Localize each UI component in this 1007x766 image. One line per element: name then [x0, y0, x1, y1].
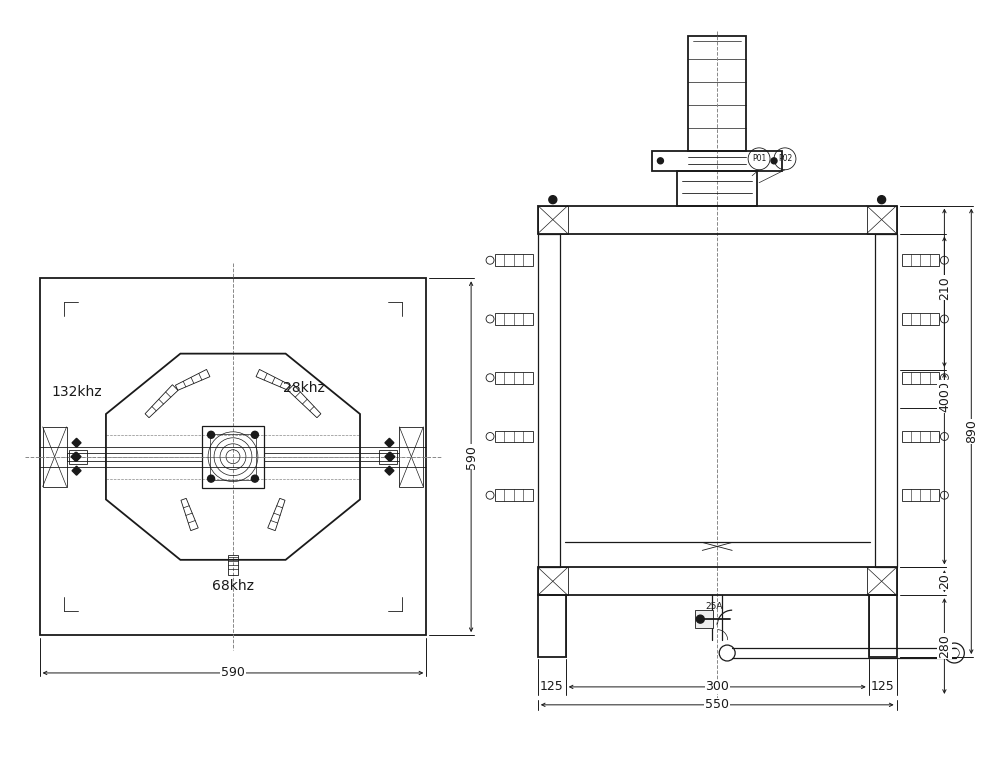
Bar — [495, 430, 533, 443]
Bar — [875, 234, 896, 568]
Bar — [678, 171, 757, 205]
Text: 125: 125 — [540, 680, 564, 693]
Text: 550: 550 — [705, 699, 729, 712]
Polygon shape — [385, 438, 394, 447]
Bar — [538, 595, 566, 657]
Text: 20: 20 — [938, 573, 951, 589]
Circle shape — [549, 195, 557, 204]
Bar — [695, 611, 713, 628]
Circle shape — [878, 195, 885, 204]
Text: 25A: 25A — [705, 601, 723, 611]
Text: 300: 300 — [705, 680, 729, 693]
Bar — [901, 313, 940, 325]
Text: 890: 890 — [965, 420, 978, 444]
Bar — [901, 489, 940, 501]
Polygon shape — [386, 452, 395, 461]
Text: 590: 590 — [464, 445, 477, 469]
Bar — [380, 450, 398, 463]
Circle shape — [696, 615, 704, 623]
Polygon shape — [73, 438, 81, 447]
Bar — [689, 36, 746, 151]
Circle shape — [207, 431, 214, 438]
Bar — [39, 278, 426, 635]
Text: 280: 280 — [938, 634, 951, 658]
Bar — [538, 234, 560, 568]
Text: 28khz: 28khz — [283, 381, 324, 394]
Polygon shape — [385, 452, 394, 461]
Bar — [901, 372, 940, 384]
Polygon shape — [385, 466, 394, 475]
Text: P01: P01 — [752, 154, 766, 163]
Circle shape — [252, 475, 259, 482]
Bar — [901, 254, 940, 267]
Bar — [495, 254, 533, 267]
Text: 400: 400 — [938, 388, 951, 412]
Bar — [400, 427, 423, 486]
Bar — [867, 205, 896, 234]
Text: 125: 125 — [871, 680, 894, 693]
Polygon shape — [73, 466, 81, 475]
Bar — [495, 489, 533, 501]
Bar — [538, 568, 568, 595]
Circle shape — [207, 475, 214, 482]
Text: 590: 590 — [222, 666, 245, 679]
Text: P02: P02 — [777, 154, 793, 163]
Circle shape — [252, 431, 259, 438]
Bar — [901, 430, 940, 443]
Circle shape — [771, 158, 777, 164]
Bar — [42, 427, 66, 486]
Bar — [869, 595, 896, 657]
Bar — [538, 568, 896, 595]
Bar — [653, 151, 782, 171]
Text: 50: 50 — [938, 381, 951, 397]
Bar — [495, 313, 533, 325]
Circle shape — [658, 158, 664, 164]
Bar — [228, 555, 238, 574]
Bar — [210, 434, 256, 480]
Bar — [495, 372, 533, 384]
Text: 68khz: 68khz — [212, 579, 254, 593]
Text: 210: 210 — [938, 276, 951, 300]
Polygon shape — [73, 452, 81, 461]
Bar — [202, 426, 264, 488]
Bar — [538, 205, 896, 234]
Bar — [538, 205, 568, 234]
Bar — [68, 450, 87, 463]
Text: 132khz: 132khz — [51, 385, 103, 399]
Bar — [867, 568, 896, 595]
Polygon shape — [71, 452, 80, 461]
